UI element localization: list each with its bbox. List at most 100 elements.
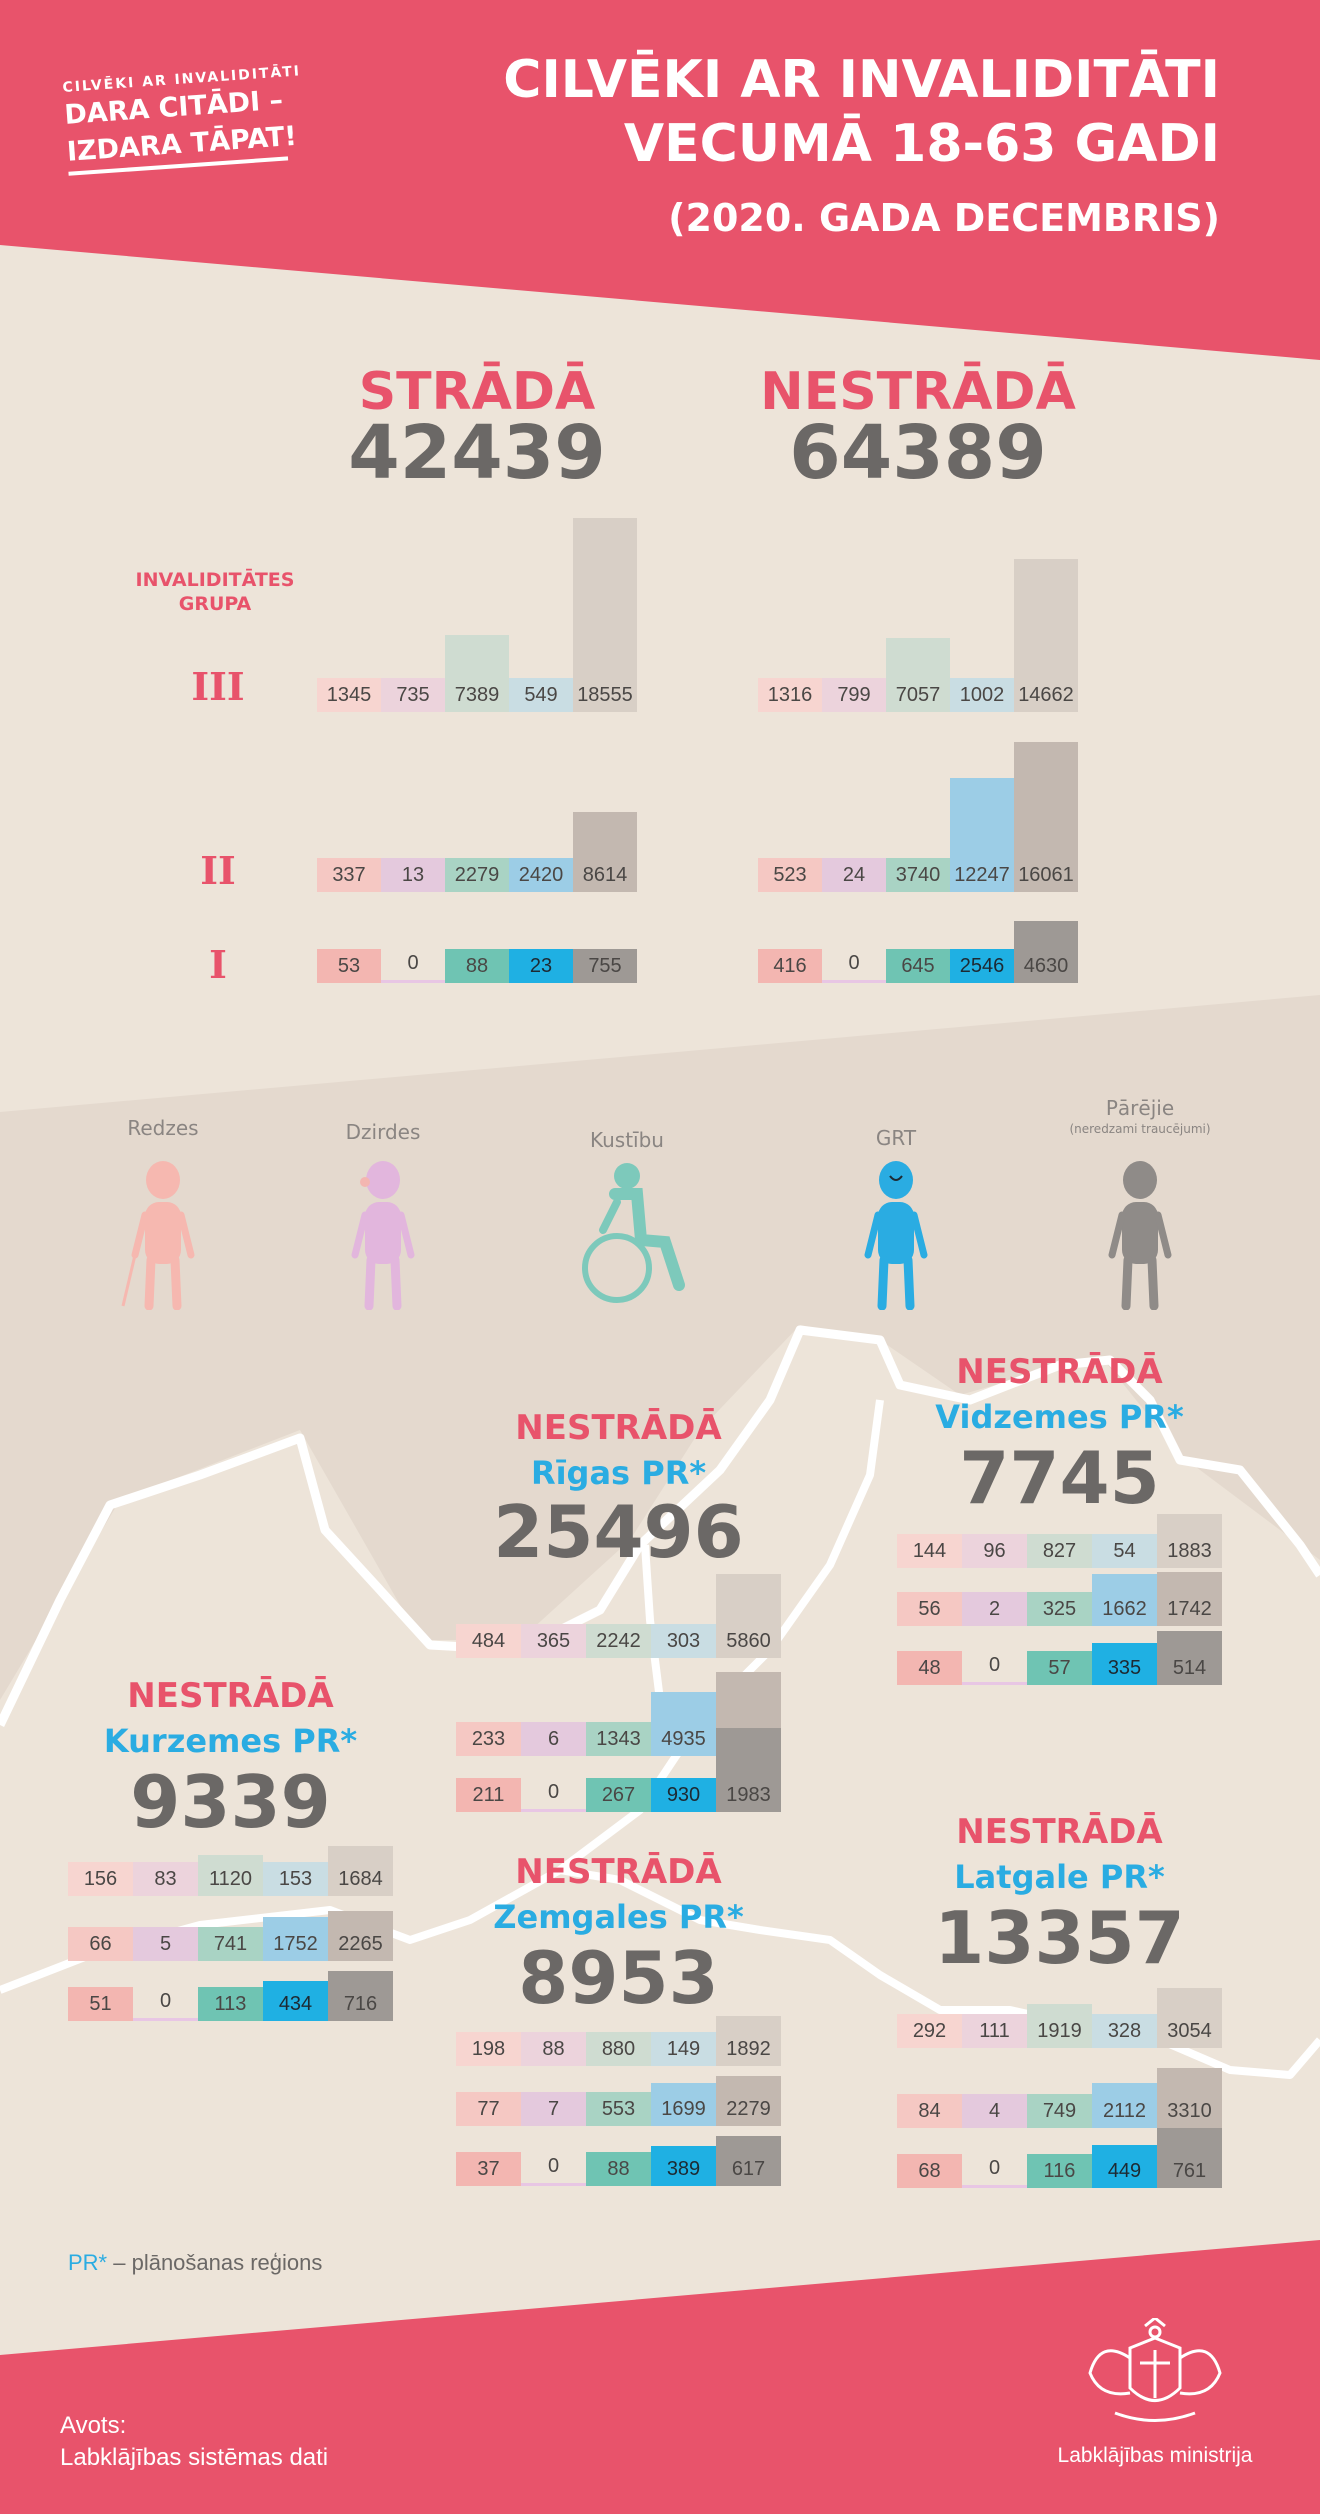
footnote-text: – plānošanas reģions — [107, 2250, 323, 2275]
bar-latgale-pr-iii-2: 111 — [962, 2014, 1027, 2048]
bar-label-kurzemes-pr-iii-1: 156 — [83, 1868, 118, 1890]
bar-zemgales-pr-ii-5: 2279 — [716, 2076, 781, 2126]
bar-label-vidzemes-pr-iii-1: 144 — [912, 1540, 947, 1562]
bar-nestrada-ii-3: 3740 — [886, 858, 950, 892]
bar-label-zemgales-pr-ii-1: 77 — [477, 2098, 500, 2120]
bar-kurzemes-pr-ii-5: 2265 — [328, 1911, 393, 1961]
other-impairment-person-icon — [1108, 1161, 1172, 1310]
bar-label-zemgales-pr-iii-5: 1892 — [726, 2038, 771, 2060]
bar-vidzemes-pr-ii-3: 325 — [1027, 1592, 1092, 1626]
chart-total-zemgales-pr: 8953 — [518, 1936, 719, 2020]
bar-label-kurzemes-pr-i-4: 434 — [278, 1992, 313, 2015]
bar-label-kurzemes-pr-iii-4: 153 — [278, 1868, 313, 1890]
category-label-3: Kustību — [590, 1128, 664, 1152]
bar-label-zemgales-pr-i-3: 88 — [607, 2158, 630, 2180]
bar-strada-ii-1: 337 — [317, 858, 381, 892]
bar-label-strada-iii-1: 1345 — [326, 684, 372, 706]
bar-nestrada-i-3: 645 — [886, 949, 950, 983]
bar-rīgas-pr-iii-3: 2242 — [586, 1624, 651, 1658]
bar-nestrada-ii-1: 523 — [758, 858, 822, 892]
bar-vidzemes-pr-iii-3: 827 — [1027, 1534, 1092, 1568]
bar-label-nestrada-i-4: 2546 — [959, 954, 1005, 977]
chart-heading-rīgas-pr: NESTRĀDĀ — [515, 1408, 722, 1448]
bar-label-nestrada-ii-5: 16061 — [1018, 864, 1074, 886]
bar-label-rīgas-pr-ii-1: 233 — [471, 1728, 506, 1750]
bar-vidzemes-pr-iii-4: 54 — [1092, 1534, 1157, 1568]
bar-rīgas-pr-i-5: 1983 — [716, 1728, 781, 1812]
bar-label-vidzemes-pr-iii-2: 96 — [983, 1540, 1006, 1562]
bar-strada-iii-4: 549 — [509, 678, 573, 712]
bar-label-nestrada-iii-3: 7057 — [895, 683, 941, 706]
bar-label-zemgales-pr-i-1: 37 — [477, 2158, 500, 2180]
bar-label-kurzemes-pr-i-5: 716 — [343, 1993, 378, 2015]
bar-latgale-pr-ii-4: 2112 — [1092, 2083, 1157, 2128]
bar-rīgas-pr-iii-1: 484 — [456, 1624, 521, 1658]
bar-label-vidzemes-pr-i-3: 57 — [1048, 1657, 1071, 1679]
group-label-i: I — [209, 942, 227, 987]
bar-strada-i-3: 88 — [445, 949, 509, 983]
bar-label-strada-ii-1: 337 — [332, 864, 366, 886]
bar-latgale-pr-i-1: 68 — [897, 2154, 962, 2188]
bar-label-rīgas-pr-iii-1: 484 — [471, 1630, 506, 1652]
bar-label-vidzemes-pr-ii-4: 1662 — [1102, 1597, 1147, 1620]
bar-vidzemes-pr-i-4: 335 — [1092, 1642, 1157, 1685]
bar-label-latgale-pr-iii-2: 111 — [979, 2020, 1010, 2042]
bar-label-zemgales-pr-ii-4: 1699 — [661, 2097, 706, 2120]
bar-label-zemgales-pr-iii-3: 880 — [601, 2038, 636, 2060]
source: Avots: Labklājības sistēmas dati — [60, 2410, 328, 2474]
chart-heading-nestrada: NESTRĀDĀ — [760, 362, 1076, 422]
bar-label-latgale-pr-iii-3: 1919 — [1037, 2019, 1082, 2042]
bar-label-strada-i-4: 23 — [529, 955, 553, 977]
bar-label-latgale-pr-ii-4: 2112 — [1102, 2099, 1146, 2122]
bar-vidzemes-pr-iii-5: 1883 — [1157, 1514, 1222, 1568]
bar-label-strada-ii-3: 2279 — [454, 864, 500, 886]
bar-label-latgale-pr-ii-1: 84 — [918, 2100, 941, 2122]
hearing-impaired-person-icon — [351, 1161, 415, 1310]
bar-label-vidzemes-pr-i-1: 48 — [918, 1657, 941, 1679]
header-band — [0, 0, 1320, 360]
campaign-logo: CILVĒKI AR INVALIDITĀTI DARA CITĀDI – IZ… — [62, 63, 307, 176]
bar-label-latgale-pr-ii-5: 3310 — [1167, 2100, 1212, 2122]
bar-vidzemes-pr-i-1: 48 — [897, 1651, 962, 1685]
bar-label-nestrada-ii-1: 523 — [773, 864, 807, 886]
chart-region-zemgales-pr: Zemgales PR* — [493, 1898, 744, 1936]
bar-vidzemes-pr-ii-2: 2 — [962, 1592, 1027, 1626]
group-axis-label: INVALIDITĀTES GRUPA — [135, 569, 295, 615]
bar-zemgales-pr-iii-5: 1892 — [716, 2016, 781, 2066]
source-label: Avots: — [60, 2412, 127, 2439]
bar-latgale-pr-iii-3: 1919 — [1027, 2003, 1092, 2048]
bar-label-zemgales-pr-i-5: 617 — [731, 2158, 766, 2180]
bar-strada-iii-1: 1345 — [317, 678, 381, 712]
bar-label-strada-i-5: 755 — [588, 955, 622, 977]
bar-latgale-pr-i-4: 449 — [1092, 2144, 1157, 2188]
mental-disorder-person-icon — [864, 1161, 928, 1310]
bar-latgale-pr-i-5: 761 — [1157, 2128, 1222, 2188]
bar-kurzemes-pr-iii-5: 1684 — [328, 1846, 393, 1896]
bar-label-kurzemes-pr-ii-2: 5 — [159, 1933, 172, 1955]
title-line-1: CILVĒKI AR INVALIDITĀTI — [503, 50, 1220, 110]
bar-rīgas-pr-ii-3: 1343 — [586, 1722, 651, 1756]
bar-strada-i-4: 23 — [509, 949, 573, 983]
bar-label-latgale-pr-iii-5: 3054 — [1167, 2020, 1212, 2042]
bar-strada-ii-2: 13 — [381, 858, 445, 892]
bar-label-nestrada-iii-2: 799 — [837, 684, 871, 706]
group-label-ii: II — [200, 848, 236, 893]
bar-nestrada-ii-2: 24 — [822, 858, 886, 892]
bar-label-strada-iii-5: 18555 — [577, 684, 633, 706]
bar-latgale-pr-iii-5: 3054 — [1157, 1988, 1222, 2048]
bar-label-kurzemes-pr-iii-2: 83 — [154, 1868, 177, 1890]
bar-label-rīgas-pr-ii-3: 1343 — [596, 1728, 641, 1750]
bar-nestrada-i-2: 0 — [822, 949, 886, 983]
bar-label-latgale-pr-i-5: 761 — [1172, 2160, 1207, 2182]
chart-total-strada: 42439 — [348, 410, 606, 496]
bar-label-nestrada-ii-4: 12247 — [954, 863, 1010, 886]
bar-rīgas-pr-ii-1: 233 — [456, 1722, 521, 1756]
bar-nestrada-ii-4: 12247 — [950, 777, 1014, 892]
category-label-5: Pārējie — [1105, 1096, 1175, 1120]
bar-label-kurzemes-pr-i-1: 51 — [89, 1993, 112, 2015]
bar-label-latgale-pr-i-4: 449 — [1107, 2159, 1142, 2182]
bar-label-zemgales-pr-ii-2: 7 — [547, 2098, 560, 2120]
bar-label-zemgales-pr-iii-2: 88 — [542, 2038, 565, 2060]
bar-zemgales-pr-ii-4: 1699 — [651, 2083, 716, 2126]
bar-strada-ii-5: 8614 — [573, 811, 637, 892]
